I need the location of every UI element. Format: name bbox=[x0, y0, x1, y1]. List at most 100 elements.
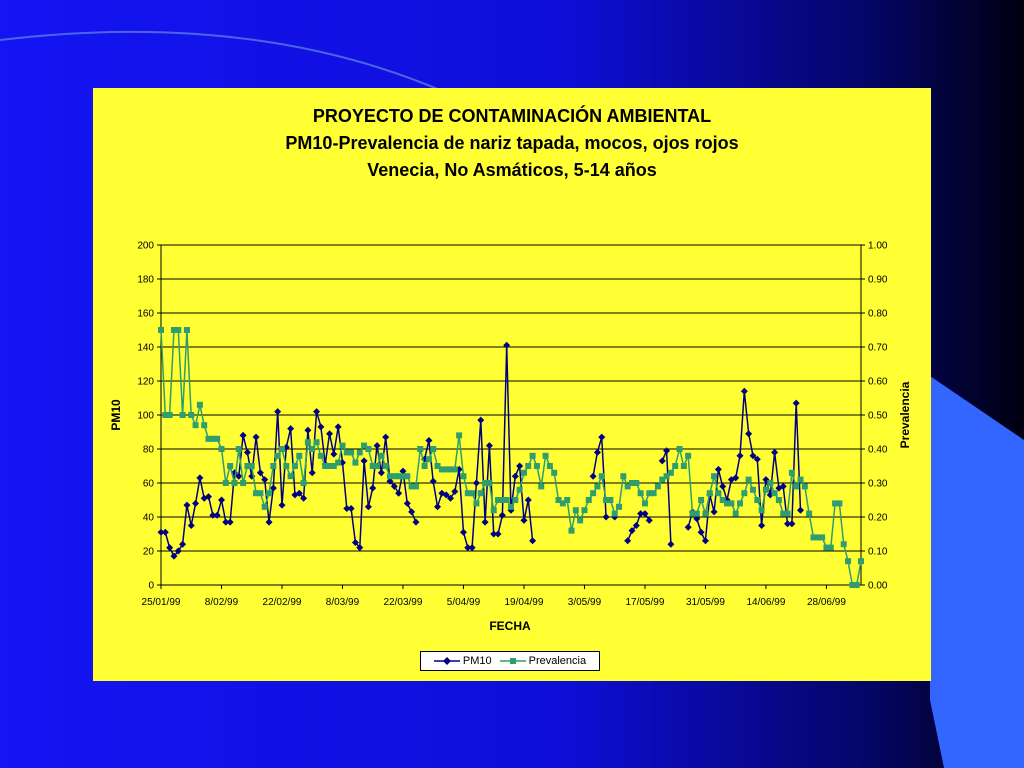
data-point-prevalencia bbox=[158, 327, 164, 333]
data-point-prevalencia bbox=[335, 459, 342, 466]
data-point-pm10 bbox=[192, 499, 200, 507]
x-tick-label: 5/04/99 bbox=[447, 597, 481, 608]
data-point-prevalencia bbox=[266, 490, 273, 497]
y2-tick-label: 0.60 bbox=[868, 377, 888, 388]
data-point-pm10 bbox=[494, 530, 502, 538]
slide-side-panel bbox=[930, 376, 1024, 768]
x-axis-title: FECHA bbox=[489, 619, 531, 633]
data-point-pm10 bbox=[205, 493, 213, 501]
data-point-prevalencia bbox=[430, 446, 437, 452]
data-point-pm10 bbox=[235, 472, 243, 480]
data-point-pm10 bbox=[658, 457, 666, 465]
data-point-prevalencia bbox=[659, 476, 666, 483]
y-tick-label: 60 bbox=[143, 479, 155, 490]
chart-title-line-2: PM10-Prevalencia de nariz tapada, mocos,… bbox=[285, 133, 739, 153]
data-point-prevalencia bbox=[784, 510, 791, 517]
data-point-prevalencia bbox=[840, 541, 847, 548]
data-point-prevalencia bbox=[685, 452, 692, 459]
data-point-prevalencia bbox=[214, 435, 221, 442]
data-point-pm10 bbox=[317, 423, 325, 431]
data-point-prevalencia bbox=[304, 439, 311, 446]
data-point-prevalencia bbox=[719, 497, 726, 503]
data-point-pm10 bbox=[714, 465, 722, 473]
data-point-pm10 bbox=[412, 518, 420, 526]
data-point-prevalencia bbox=[702, 510, 709, 517]
data-point-prevalencia bbox=[585, 497, 592, 503]
data-point-prevalencia bbox=[732, 510, 739, 517]
data-point-pm10 bbox=[174, 547, 182, 555]
x-tick-label: 19/04/99 bbox=[504, 597, 543, 608]
data-point-pm10 bbox=[161, 528, 169, 536]
data-point-pm10 bbox=[313, 408, 321, 416]
data-point-pm10 bbox=[753, 455, 761, 463]
data-point-prevalencia bbox=[667, 469, 674, 476]
data-point-pm10 bbox=[529, 537, 537, 545]
data-point-pm10 bbox=[736, 452, 744, 460]
data-point-prevalencia bbox=[525, 463, 532, 469]
legend-marker-prevalencia bbox=[499, 658, 526, 664]
data-point-pm10 bbox=[520, 516, 528, 524]
data-point-prevalencia bbox=[300, 480, 307, 486]
data-point-prevalencia bbox=[737, 500, 744, 507]
data-point-prevalencia bbox=[253, 490, 260, 497]
data-point-prevalencia bbox=[179, 412, 186, 418]
data-point-prevalencia bbox=[663, 473, 670, 480]
data-point-prevalencia bbox=[387, 473, 394, 480]
data-point-pm10 bbox=[425, 437, 433, 444]
data-point-prevalencia bbox=[460, 473, 467, 480]
data-point-prevalencia bbox=[810, 534, 817, 541]
data-point-pm10 bbox=[304, 426, 312, 434]
data-point-pm10 bbox=[667, 540, 675, 548]
y-tick-label: 100 bbox=[137, 411, 154, 422]
data-point-pm10 bbox=[347, 505, 355, 512]
data-point-prevalencia bbox=[382, 463, 389, 469]
data-point-prevalencia bbox=[827, 544, 834, 551]
data-point-prevalencia bbox=[322, 463, 329, 469]
data-point-prevalencia bbox=[291, 463, 298, 469]
data-point-prevalencia bbox=[283, 463, 290, 469]
data-point-prevalencia bbox=[175, 327, 182, 333]
data-point-pm10 bbox=[779, 482, 787, 490]
chart-plot: 0 0.00 20 0.10 40 0.20 60 0.30 80 0.40 100 0.50 120 0… bbox=[109, 241, 912, 634]
data-point-pm10 bbox=[213, 511, 221, 519]
data-point-pm10 bbox=[265, 518, 273, 526]
data-point-prevalencia bbox=[192, 422, 199, 429]
data-point-prevalencia bbox=[745, 476, 752, 483]
data-point-prevalencia bbox=[633, 480, 640, 486]
data-point-pm10 bbox=[300, 494, 308, 502]
data-point-pm10 bbox=[269, 484, 277, 492]
data-point-pm10 bbox=[598, 433, 606, 441]
data-point-pm10 bbox=[481, 518, 489, 526]
data-point-prevalencia bbox=[797, 476, 804, 483]
data-point-prevalencia bbox=[218, 446, 225, 452]
data-point-prevalencia bbox=[533, 463, 540, 469]
data-point-prevalencia bbox=[205, 435, 212, 442]
data-point-pm10 bbox=[429, 477, 437, 485]
data-point-pm10 bbox=[740, 387, 748, 395]
data-point-pm10 bbox=[373, 442, 381, 450]
y2-tick-label: 0.90 bbox=[868, 275, 888, 286]
legend-entry-pm10: PM10 bbox=[433, 655, 492, 667]
data-point-pm10 bbox=[758, 522, 766, 529]
data-point-prevalencia bbox=[395, 473, 402, 480]
data-point-prevalencia bbox=[767, 480, 774, 486]
data-point-prevalencia bbox=[680, 463, 687, 469]
y-tick-label: 120 bbox=[137, 377, 154, 388]
x-tick-label: 22/02/99 bbox=[263, 597, 302, 608]
data-point-pm10 bbox=[196, 474, 204, 482]
data-point-prevalencia bbox=[490, 507, 497, 514]
data-point-prevalencia bbox=[520, 469, 527, 476]
data-point-prevalencia bbox=[637, 490, 644, 497]
data-point-pm10 bbox=[256, 469, 264, 477]
data-point-pm10 bbox=[771, 448, 779, 456]
data-point-prevalencia bbox=[654, 483, 661, 490]
data-point-prevalencia bbox=[775, 497, 782, 503]
data-point-pm10 bbox=[701, 537, 709, 545]
data-point-prevalencia bbox=[546, 463, 553, 469]
data-point-prevalencia bbox=[555, 497, 562, 503]
data-point-prevalencia bbox=[438, 466, 445, 473]
data-point-prevalencia bbox=[689, 510, 696, 517]
data-point-prevalencia bbox=[577, 517, 584, 524]
y-tick-label: 140 bbox=[137, 343, 154, 354]
data-point-prevalencia bbox=[374, 463, 381, 469]
